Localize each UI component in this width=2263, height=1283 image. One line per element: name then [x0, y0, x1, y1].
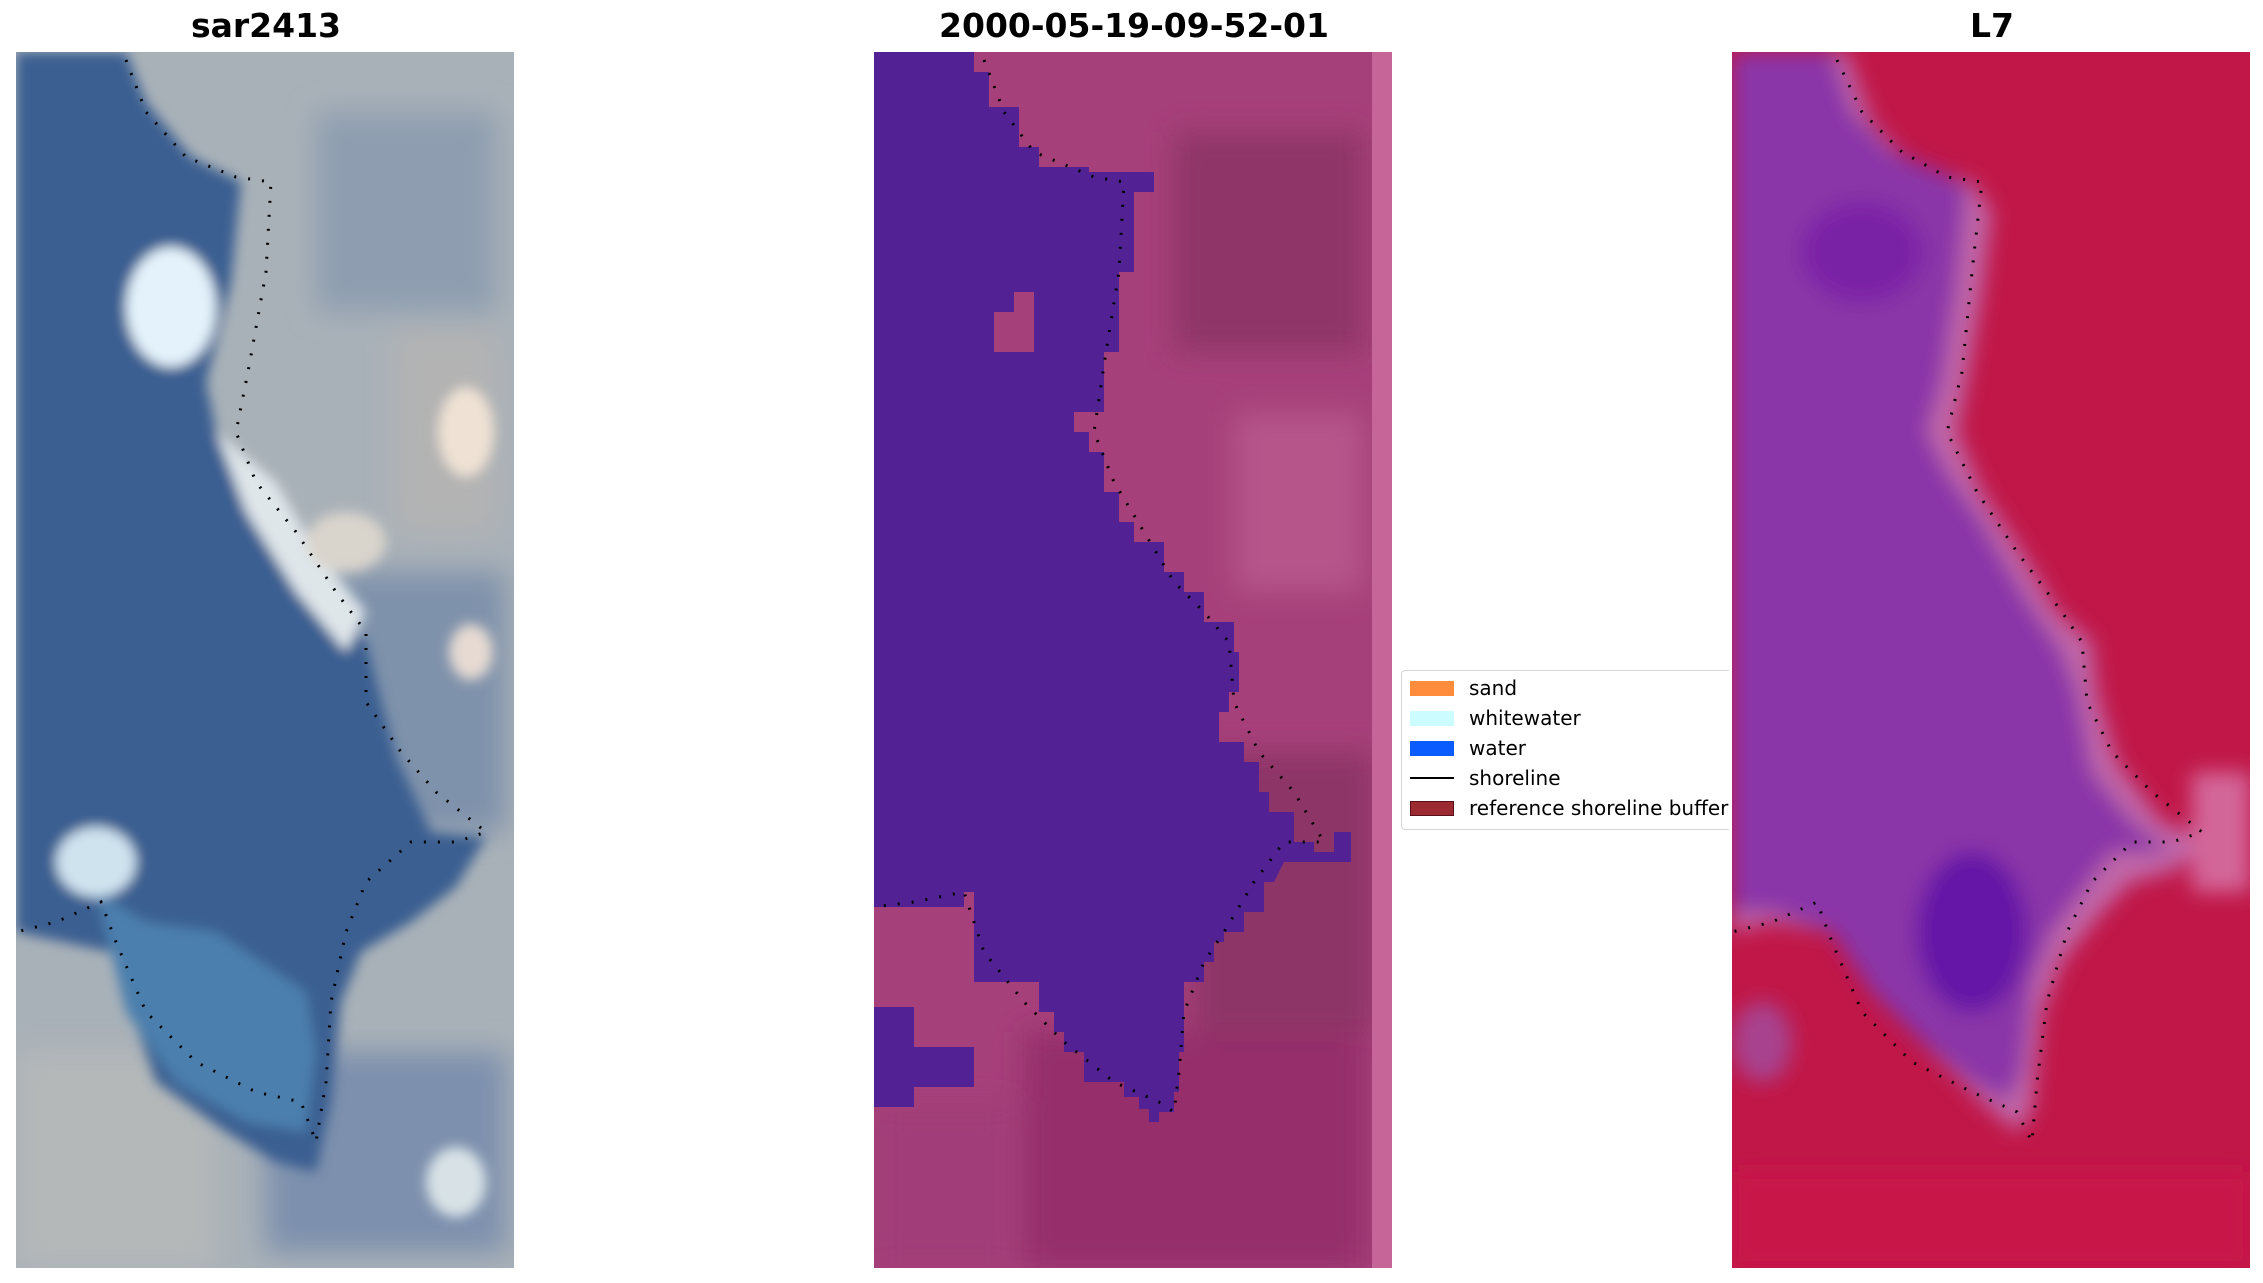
- classified-image-svg: [874, 52, 1392, 1268]
- panel-title-rgb: sar2413: [190, 6, 342, 45]
- water-swatch: [1410, 740, 1454, 756]
- whitewater-swatch: [1410, 710, 1454, 726]
- shoreline-line-marker: [1410, 777, 1454, 779]
- legend-label-water: water: [1469, 736, 1526, 760]
- reference-buffer-swatch: [1410, 800, 1454, 816]
- legend-label-shoreline: shoreline: [1469, 766, 1561, 790]
- legend-item-water: water: [1402, 733, 1729, 763]
- classified-image: [874, 52, 1392, 1268]
- legend-label-whitewater: whitewater: [1469, 706, 1581, 730]
- legend-item-sand: sand: [1402, 673, 1729, 703]
- sand-swatch: [1410, 680, 1454, 696]
- rgb-image-svg: [16, 52, 514, 1268]
- legend-item-whitewater: whitewater: [1402, 703, 1729, 733]
- panel-title-classified: 2000-05-19-09-52-01: [939, 6, 1329, 45]
- l7-image-svg: [1732, 52, 2250, 1268]
- rgb-image: [16, 52, 514, 1268]
- legend-item-shoreline: shoreline: [1402, 763, 1729, 793]
- legend: sand whitewater water shoreline referenc…: [1401, 670, 1729, 830]
- l7-image: [1732, 52, 2250, 1268]
- panel-title-l7: L7: [1970, 6, 2014, 45]
- legend-label-reference-buffer: reference shoreline buffer: [1469, 796, 1729, 820]
- legend-label-sand: sand: [1469, 676, 1518, 700]
- legend-item-reference-buffer: reference shoreline buffer: [1402, 793, 1729, 823]
